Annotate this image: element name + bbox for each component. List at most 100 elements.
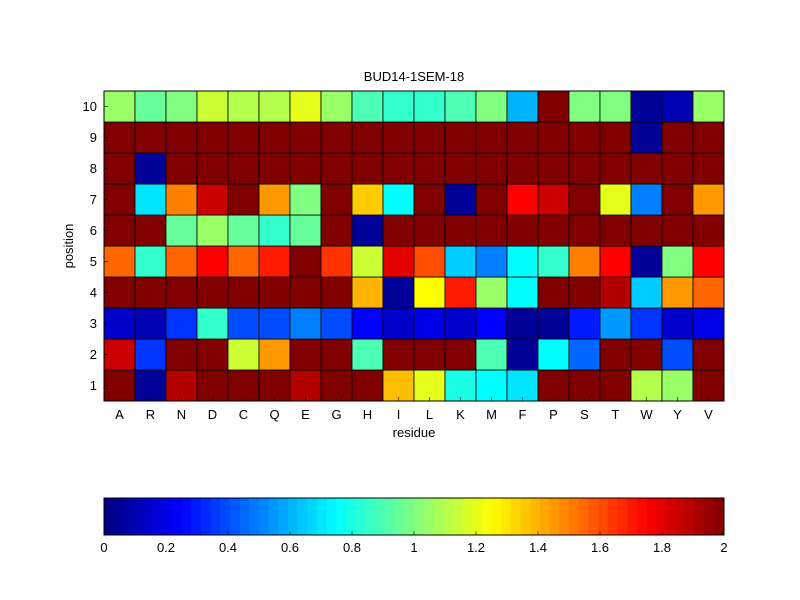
x-tick-label: S (580, 407, 589, 422)
heatmap-cell (227, 338, 260, 371)
heatmap-cell (196, 121, 229, 154)
heatmap-cell (227, 369, 260, 402)
x-tick-label: F (519, 407, 527, 422)
colorbar-segment (423, 498, 434, 535)
heatmap-cell (475, 152, 508, 185)
heatmap-cell (413, 276, 446, 309)
heatmap-cell (537, 183, 570, 216)
heatmap-cell (661, 338, 694, 371)
heatmap-cell (475, 307, 508, 340)
y-tick-label: 6 (90, 223, 97, 238)
heatmap-cell (103, 152, 136, 185)
heatmap-cell (382, 90, 415, 123)
heatmap-cell (165, 369, 198, 402)
heatmap-cell (506, 183, 539, 216)
x-tick-label: T (612, 407, 620, 422)
x-tick-label: A (115, 407, 124, 422)
y-tick-label: 3 (90, 316, 97, 331)
colorbar-segment (656, 498, 667, 535)
y-tick-label: 10 (83, 99, 97, 114)
heatmap-cell (506, 338, 539, 371)
heatmap-cell (661, 90, 694, 123)
colorbar-segment (617, 498, 628, 535)
heatmap-cell (692, 183, 725, 216)
heatmap-cell (134, 245, 167, 278)
heatmap-cell (568, 307, 601, 340)
colorbar-segment (307, 498, 318, 535)
heatmap-cell (568, 276, 601, 309)
heatmap-cell (134, 276, 167, 309)
heatmap-cell (258, 121, 291, 154)
heatmap-cell (506, 121, 539, 154)
heatmap-cell (289, 121, 322, 154)
heatmap-cell (165, 152, 198, 185)
heatmap-cell (320, 90, 353, 123)
colorbar-segment (113, 498, 124, 535)
heatmap-cell (165, 245, 198, 278)
heatmap-cell (134, 307, 167, 340)
heatmap-cell (134, 121, 167, 154)
colorbar-segment (452, 498, 463, 535)
heatmap-cell (320, 214, 353, 247)
x-tick-label: W (640, 407, 653, 422)
colorbar-segment (346, 498, 357, 535)
heatmap-cell (475, 245, 508, 278)
colorbar-segment (636, 498, 647, 535)
heatmap-cell (413, 245, 446, 278)
heatmap-cell (382, 245, 415, 278)
x-tick-label: K (456, 407, 465, 422)
heatmap-cell (258, 152, 291, 185)
heatmap-cell (413, 121, 446, 154)
colorbar-segment (646, 498, 657, 535)
colorbar-segment (259, 498, 270, 535)
colorbar-segment (365, 498, 376, 535)
colorbar-segment (317, 498, 328, 535)
heatmap-cell (289, 214, 322, 247)
heatmap-cell (413, 152, 446, 185)
heatmap-cell (506, 214, 539, 247)
chart-title: BUD14-1SEM-18 (364, 69, 464, 84)
heatmap-cell (196, 245, 229, 278)
heatmap-cell (382, 307, 415, 340)
heatmap-cell (475, 276, 508, 309)
colorbar-segment (675, 498, 686, 535)
y-tick-label: 2 (90, 347, 97, 362)
heatmap-cell (258, 245, 291, 278)
x-tick-label: N (177, 407, 186, 422)
heatmap-cell (134, 338, 167, 371)
heatmap-cell (382, 152, 415, 185)
heatmap-cell (196, 90, 229, 123)
heatmap-cell (134, 214, 167, 247)
x-tick-label: R (146, 407, 155, 422)
colorbar-tick-label: 1.2 (467, 540, 485, 555)
colorbar-segment (104, 498, 115, 535)
x-tick-label: V (704, 407, 713, 422)
heatmap-cell (630, 214, 663, 247)
heatmap-cell (568, 90, 601, 123)
heatmap-cell (599, 183, 632, 216)
heatmap-cell (103, 90, 136, 123)
colorbar-segment (191, 498, 202, 535)
colorbar-segment (462, 498, 473, 535)
heatmap-cell (165, 276, 198, 309)
heatmap-cell (413, 338, 446, 371)
x-axis-label: residue (393, 425, 436, 440)
heatmap-cell (351, 90, 384, 123)
heatmap-cell (103, 121, 136, 154)
colorbar-segment (520, 498, 531, 535)
colorbar-segment (685, 498, 696, 535)
heatmap-cell (537, 245, 570, 278)
colorbar-segment (326, 498, 337, 535)
heatmap-cell (599, 245, 632, 278)
heatmap-cell (227, 276, 260, 309)
heatmap-cell (382, 338, 415, 371)
heatmap-cell (475, 183, 508, 216)
y-tick-label: 5 (90, 254, 97, 269)
colorbar-segment (210, 498, 221, 535)
heatmap-cell (165, 214, 198, 247)
heatmap-cell (258, 276, 291, 309)
heatmap-cell (599, 121, 632, 154)
heatmap-cell (475, 369, 508, 402)
heatmap-cell (258, 214, 291, 247)
